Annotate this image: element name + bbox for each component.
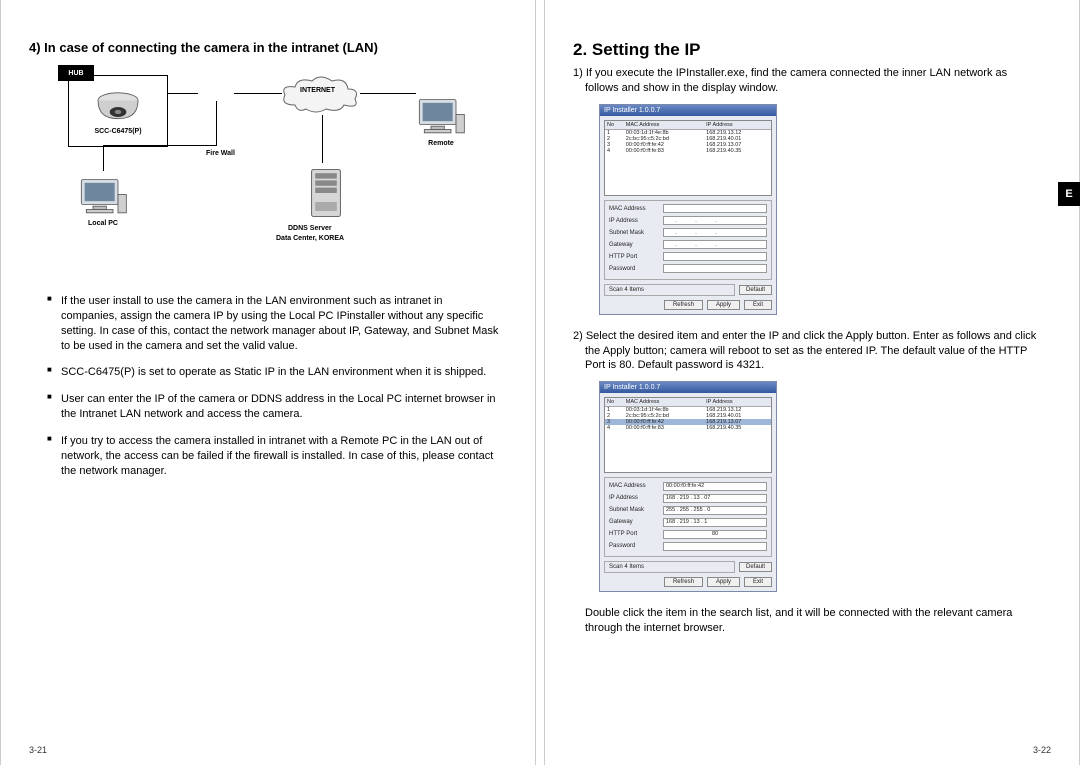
page-number-left: 3-21 (29, 745, 47, 755)
ip-list[interactable]: No MAC Address IP Address 100:03:1d:1f:4… (604, 397, 772, 473)
mac-field[interactable]: 00:00:f0:ff:fe:42 (663, 482, 767, 491)
col-ip[interactable]: IP Address (704, 398, 771, 407)
lbl-gateway: Gateway (609, 242, 663, 248)
diagram-remote-pc: Remote (416, 95, 466, 147)
ipwin-title: IP Installer 1.0.0.7 (600, 105, 776, 116)
side-tab-e: E (1058, 182, 1080, 206)
internet-label: INTERNET (300, 87, 335, 94)
ip-form: MAC Address IP Address... Subnet Mask...… (604, 200, 772, 280)
bullet-item: If the user install to use the camera in… (47, 294, 501, 353)
http-field[interactable] (663, 252, 767, 261)
firewall-label: Fire Wall (206, 150, 235, 157)
lbl-password: Password (609, 266, 663, 272)
lbl-gateway: Gateway (609, 519, 663, 525)
diagram-cloud (280, 75, 360, 115)
col-mac[interactable]: MAC Address (624, 398, 704, 407)
right-heading: 2. Setting the IP (573, 40, 1051, 60)
ip-list[interactable]: No MAC Address IP Address 100:03:1d:1f:4… (604, 120, 772, 196)
monitor-icon (78, 175, 128, 219)
diagram-camera: SCC-C6475(P) (68, 75, 168, 147)
camera-icon (93, 88, 143, 126)
col-mac[interactable]: MAC Address (624, 121, 704, 130)
page-right: 2. Setting the IP 1) If you execute the … (544, 0, 1080, 765)
apply-button[interactable]: Apply (707, 577, 740, 587)
default-button[interactable]: Default (739, 285, 772, 295)
ip-field[interactable]: 168 . 219 . 13 . 07 (663, 494, 767, 503)
scan-status: Scan 4 Items (604, 561, 735, 573)
ddns-label2: Data Center, KOREA (276, 235, 344, 242)
ip-field[interactable]: ... (663, 216, 767, 225)
password-field[interactable] (663, 264, 767, 273)
bullet-item: If you try to access the camera installe… (47, 434, 501, 479)
col-no[interactable]: No (605, 121, 624, 130)
table-row[interactable]: 400:00:f0:ff:fe:83168.219.40.35 (605, 148, 771, 154)
diagram-local-pc: Local PC (78, 175, 128, 227)
lbl-mac: MAC Address (609, 483, 663, 489)
ddns-label1: DDNS Server (288, 225, 332, 232)
exit-button[interactable]: Exit (744, 300, 772, 310)
lbl-subnet: Subnet Mask (609, 230, 663, 236)
lbl-ip: IP Address (609, 495, 663, 501)
bullet-item: User can enter the IP of the camera or D… (47, 392, 501, 422)
lbl-ip: IP Address (609, 218, 663, 224)
col-ip[interactable]: IP Address (704, 121, 771, 130)
http-field[interactable]: 80 (663, 530, 767, 539)
step-2: 2) Select the desired item and enter the… (585, 329, 1051, 374)
ip-form: MAC Address00:00:f0:ff:fe:42 IP Address1… (604, 477, 772, 557)
password-field[interactable] (663, 542, 767, 551)
network-diagram: SCC-C6475(P) HUB Fire Wall INTERNET (58, 65, 478, 280)
gateway-field[interactable]: ... (663, 240, 767, 249)
refresh-button[interactable]: Refresh (664, 577, 703, 587)
lbl-http: HTTP Port (609, 531, 663, 537)
default-button[interactable]: Default (739, 562, 772, 572)
lbl-password: Password (609, 543, 663, 549)
exit-button[interactable]: Exit (744, 577, 772, 587)
gateway-field[interactable]: 168 . 219 . 13 . 1 (663, 518, 767, 527)
ip-installer-window-1: IP Installer 1.0.0.7 No MAC Address IP A… (599, 104, 777, 315)
refresh-button[interactable]: Refresh (664, 300, 703, 310)
lbl-mac: MAC Address (609, 206, 663, 212)
remote-label: Remote (428, 140, 454, 147)
after-text: Double click the item in the search list… (585, 606, 1051, 636)
ipwin-title: IP Installer 1.0.0.7 (600, 382, 776, 393)
lbl-subnet: Subnet Mask (609, 507, 663, 513)
page-left: 4) In case of connecting the camera in t… (0, 0, 536, 765)
subnet-field[interactable]: 255 . 255 . 255 . 0 (663, 506, 767, 515)
localpc-label: Local PC (88, 220, 118, 227)
apply-button[interactable]: Apply (707, 300, 740, 310)
server-icon (308, 165, 344, 221)
left-heading: 4) In case of connecting the camera in t… (29, 40, 507, 55)
lbl-http: HTTP Port (609, 254, 663, 260)
ip-installer-window-2: IP Installer 1.0.0.7 No MAC Address IP A… (599, 381, 777, 592)
diagram-server (308, 165, 344, 223)
scan-status: Scan 4 Items (604, 284, 735, 296)
bullet-item: SCC-C6475(P) is set to operate as Static… (47, 365, 501, 380)
left-bullets: If the user install to use the camera in… (29, 294, 507, 478)
page-number-right: 3-22 (1033, 745, 1051, 755)
monitor-icon (416, 95, 466, 139)
mac-field[interactable] (663, 204, 767, 213)
camera-label: SCC-C6475(P) (94, 128, 141, 135)
subnet-field[interactable]: ... (663, 228, 767, 237)
step-1: 1) If you execute the IPInstaller.exe, f… (585, 66, 1051, 96)
table-row[interactable]: 400:00:f0:ff:fe:83168.219.40.35 (605, 425, 771, 431)
col-no[interactable]: No (605, 398, 624, 407)
